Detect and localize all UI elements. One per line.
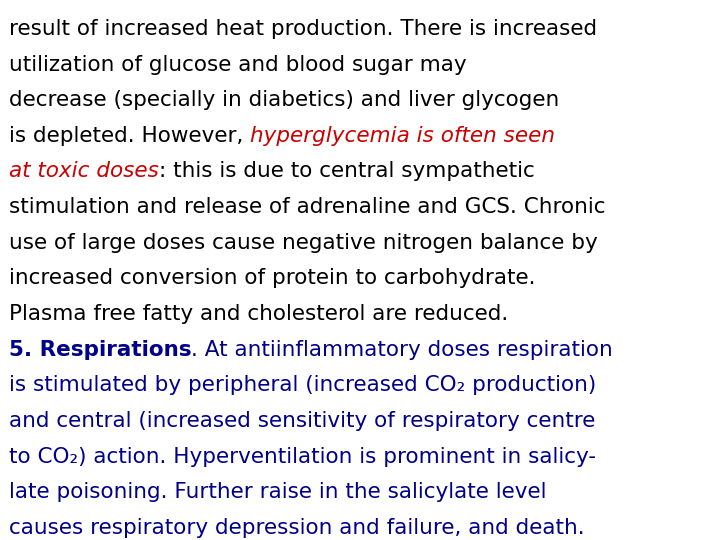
- Text: hyperglycemia is often seen: hyperglycemia is often seen: [250, 126, 555, 146]
- Text: . At antiinflammatory doses respiration: . At antiinflammatory doses respiration: [192, 340, 613, 360]
- Text: to CO₂) action. Hyperventilation is prominent in salicy-: to CO₂) action. Hyperventilation is prom…: [9, 447, 595, 467]
- Text: 5. Respirations: 5. Respirations: [9, 340, 192, 360]
- Text: stimulation and release of adrenaline and GCS. Chronic: stimulation and release of adrenaline an…: [9, 197, 605, 217]
- Text: is stimulated by peripheral (increased CO₂ production): is stimulated by peripheral (increased C…: [9, 375, 596, 395]
- Text: result of increased heat production. There is increased: result of increased heat production. The…: [9, 19, 597, 39]
- Text: : this is due to central sympathetic: : this is due to central sympathetic: [158, 161, 534, 181]
- Text: and central (increased sensitivity of respiratory centre: and central (increased sensitivity of re…: [9, 411, 595, 431]
- Text: increased conversion of protein to carbohydrate.: increased conversion of protein to carbo…: [9, 268, 535, 288]
- Text: utilization of glucose and blood sugar may: utilization of glucose and blood sugar m…: [9, 55, 467, 75]
- Text: late poisoning. Further raise in the salicylate level: late poisoning. Further raise in the sal…: [9, 482, 546, 502]
- Text: causes respiratory depression and failure, and death.: causes respiratory depression and failur…: [9, 518, 584, 538]
- Text: use of large doses cause negative nitrogen balance by: use of large doses cause negative nitrog…: [9, 233, 598, 253]
- Text: is depleted. However,: is depleted. However,: [9, 126, 250, 146]
- Text: at toxic doses: at toxic doses: [9, 161, 158, 181]
- Text: decrease (specially in diabetics) and liver glycogen: decrease (specially in diabetics) and li…: [9, 90, 559, 110]
- Text: Plasma free fatty and cholesterol are reduced.: Plasma free fatty and cholesterol are re…: [9, 304, 508, 324]
